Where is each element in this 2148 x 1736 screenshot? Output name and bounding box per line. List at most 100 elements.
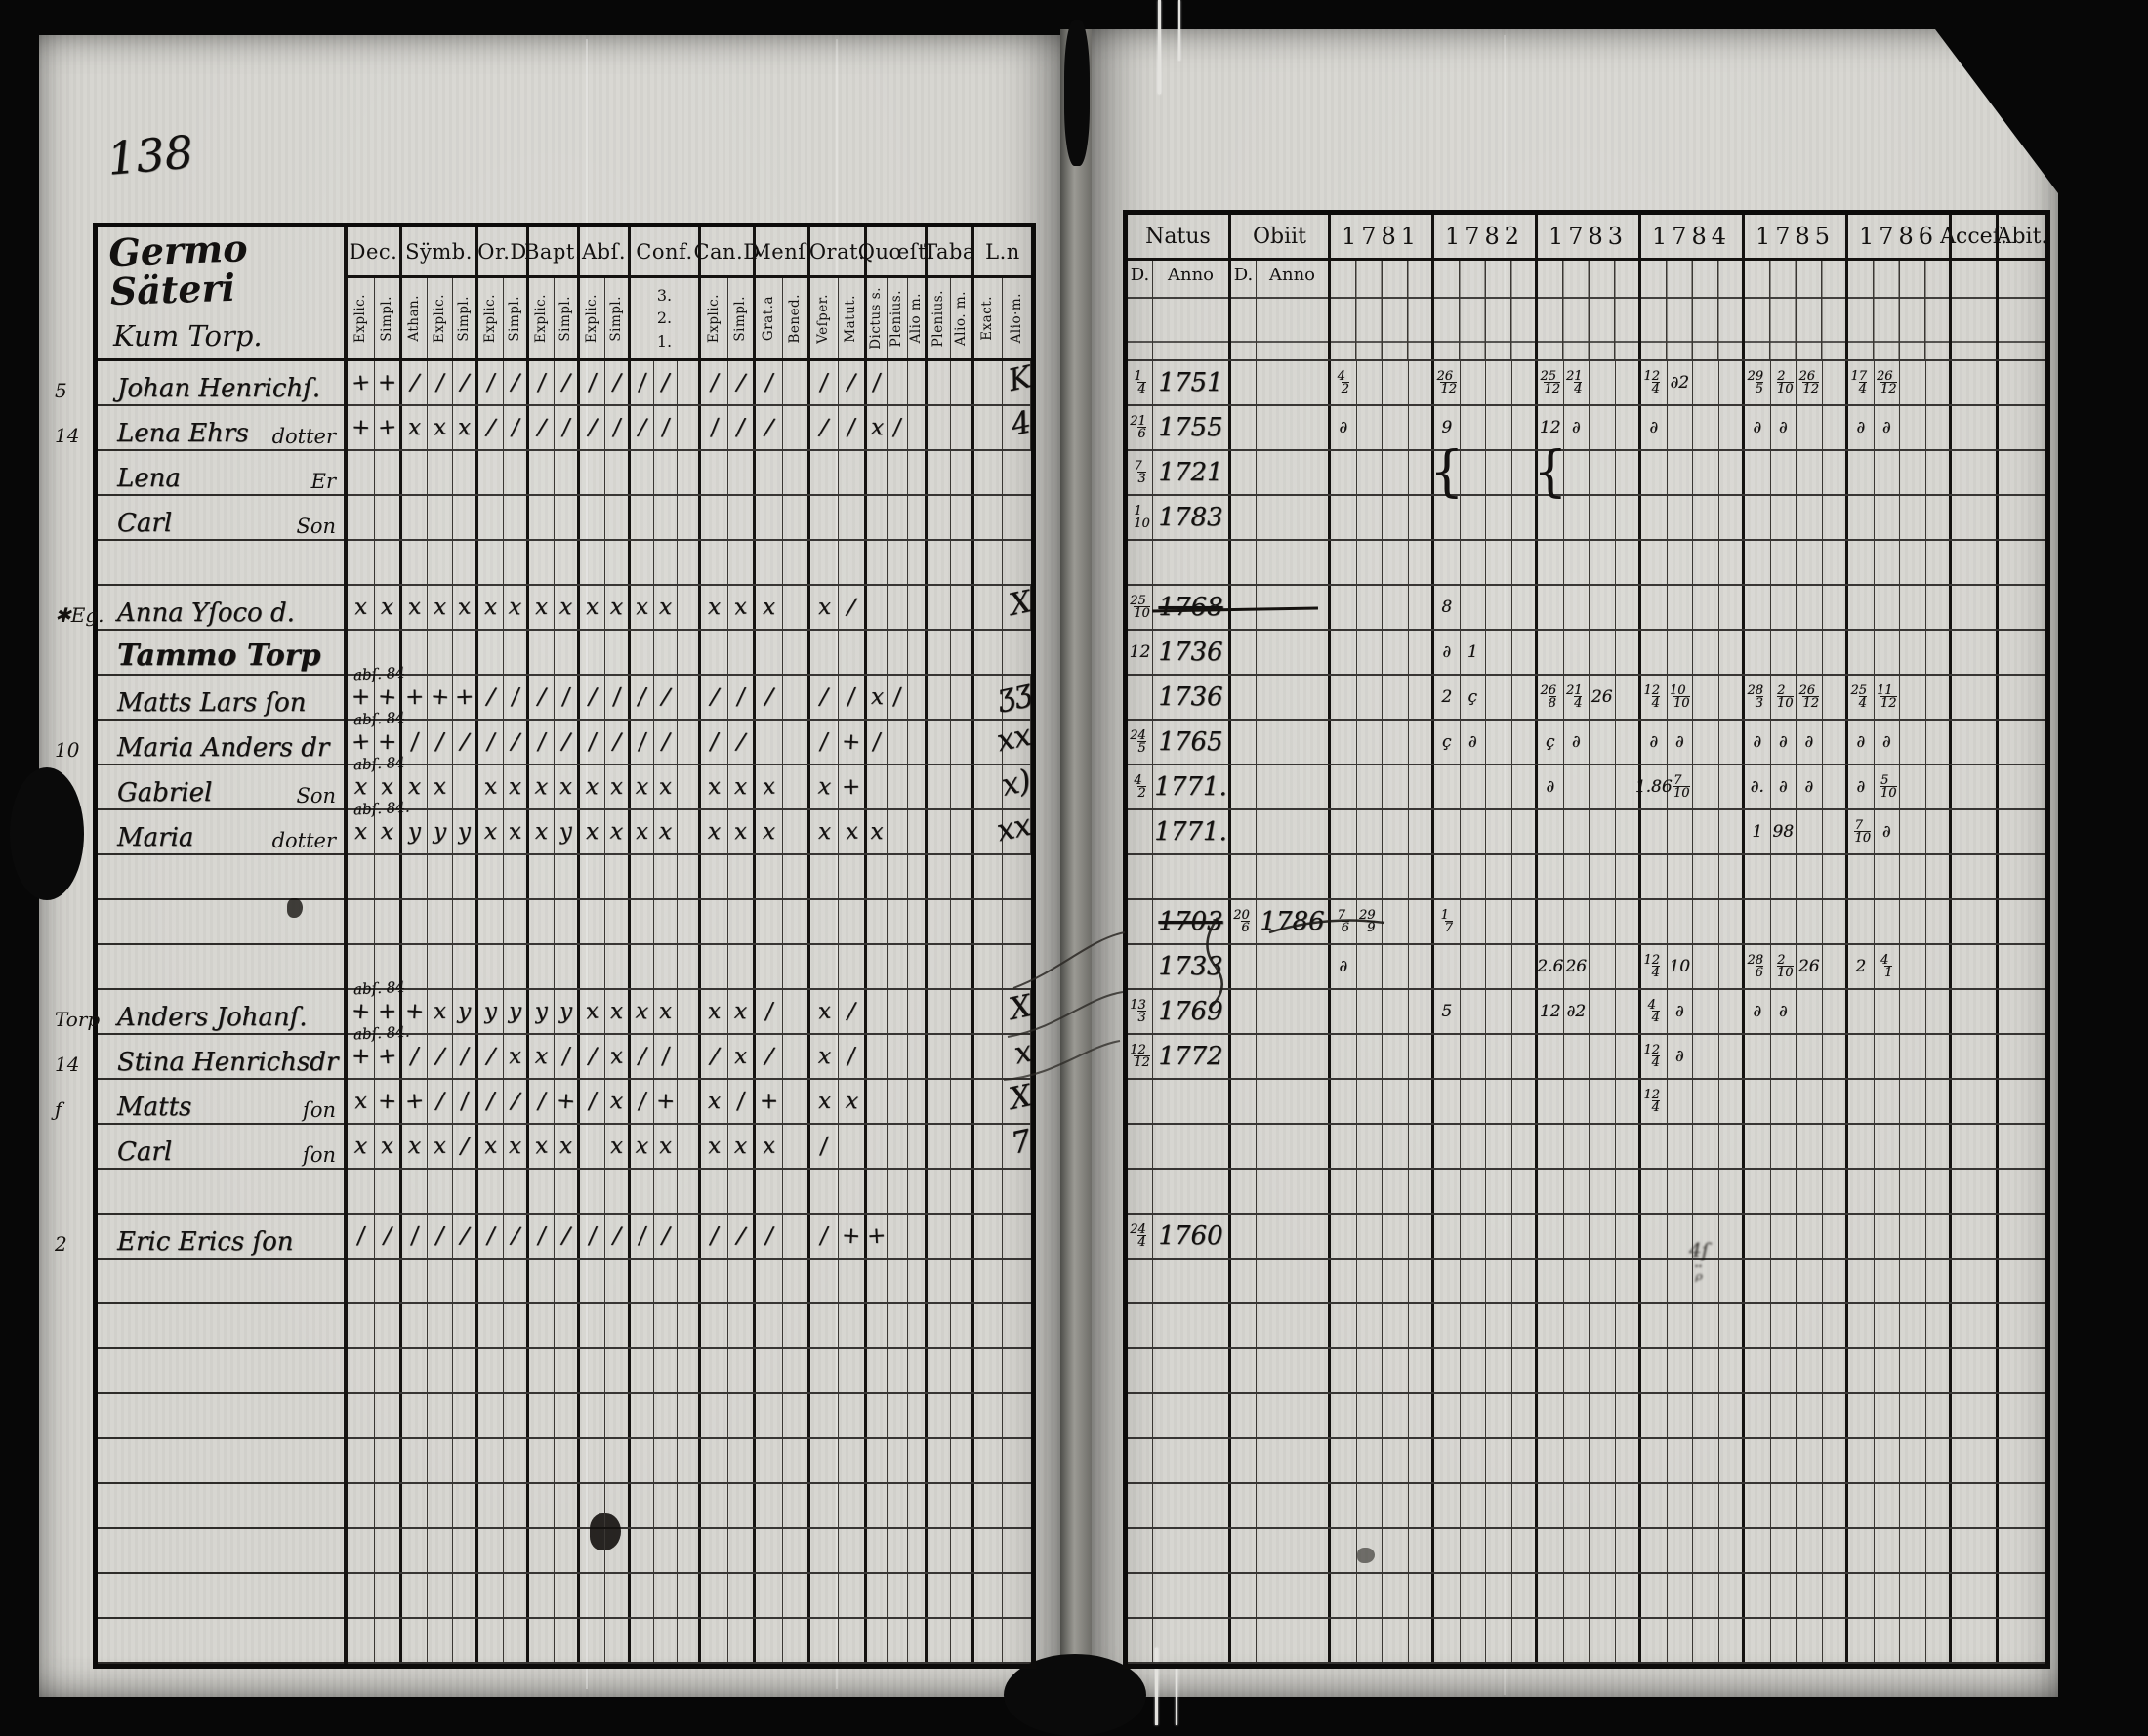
mark-cell [428, 1304, 453, 1347]
person-name-row [98, 1260, 344, 1304]
mark-glyph: / [709, 414, 720, 441]
mark-cell: / [428, 361, 453, 404]
mark-cell [974, 1304, 1003, 1347]
mark-cell [928, 900, 951, 943]
subheader-label: Plenius. [928, 278, 951, 358]
mark-cell [453, 1170, 478, 1213]
communion-cell-1782 [1486, 1574, 1512, 1617]
natus-day-cell [1128, 676, 1153, 719]
communion-cell-1781 [1409, 1574, 1434, 1617]
communion-date-den: 12 [1802, 381, 1820, 396]
natus-anno-cell: 1771. [1153, 810, 1231, 853]
communion-date-num: 4 [1880, 953, 1889, 969]
person-name: Eric Erics ſon [117, 1227, 294, 1257]
communion-cell-1783 [1590, 810, 1616, 853]
communion-cell-1786 [1900, 631, 1926, 674]
communion-cell-1786 [1848, 1304, 1875, 1347]
mark-cell: x [728, 810, 756, 853]
mark-cell [701, 1529, 728, 1572]
mark-glyph: x [407, 773, 422, 801]
dates-row: 12 4 [1128, 1080, 2045, 1125]
mark-cell [348, 541, 375, 584]
obiit-day-cell [1231, 406, 1257, 449]
communion-cell-1781 [1357, 990, 1383, 1033]
communion-date-den: 4 [1651, 965, 1660, 980]
mark-cell [555, 1574, 580, 1617]
communion-cell-1781 [1409, 1529, 1434, 1572]
mark-glyph: / [847, 594, 856, 621]
mark-cell [839, 1260, 867, 1302]
communion-cell-1785 [1797, 1394, 1823, 1437]
mark-cell [555, 496, 580, 539]
communion-cell-1782 [1512, 721, 1538, 764]
mark-glyph: / [537, 1222, 546, 1250]
communion-cell-1781 [1383, 406, 1409, 449]
column-header-row: Dec. Sÿmb. Or.D Bapt. Abſ. Conf. Can.D Menſ. Ora… [348, 227, 1031, 278]
mark-cell [908, 765, 928, 808]
communion-cell-1784 [1719, 631, 1745, 674]
mark-glyph: x [433, 998, 447, 1025]
communion-cell-1782 [1461, 1529, 1486, 1572]
communion-cell-1785 [1823, 361, 1848, 404]
marks-row [348, 945, 1031, 990]
natus-day: 1 10 [1132, 505, 1150, 530]
communion-cell-1782 [1434, 1439, 1461, 1482]
mark-cell: x [701, 990, 728, 1033]
mark-cell [783, 1394, 810, 1437]
mark-glyph: / [892, 414, 902, 441]
communion-cell-1783 [1538, 900, 1564, 943]
communion-cell-1782 [1434, 1394, 1461, 1437]
mark-cell: / [605, 676, 631, 719]
mark-glyph: x [533, 773, 550, 801]
mark-cell: / [756, 406, 783, 449]
communion-cell-1786 [1900, 1080, 1926, 1123]
mark-cell [867, 1439, 888, 1482]
communion-cell-1782 [1486, 541, 1512, 584]
communion-cell-1781 [1357, 721, 1383, 764]
mark-cell [908, 855, 928, 898]
communion-cell-1782 [1486, 990, 1512, 1033]
mark-cell [974, 496, 1003, 539]
communion-cell-1784 [1641, 1349, 1668, 1392]
natus-day: 12 12 [1130, 1044, 1150, 1069]
communion-cell-1782 [1486, 586, 1512, 629]
communion-cell-1786: ∂ [1848, 765, 1875, 808]
abit-cell [1999, 721, 2045, 764]
natus-day-cell: 21 6 [1128, 406, 1153, 449]
communion-date: 12 4 [1643, 1044, 1662, 1068]
communion-cell-1786 [1848, 541, 1875, 584]
absence-annotation: abſ. 84 [352, 708, 406, 729]
communion-date-den: 4 [1651, 1010, 1660, 1025]
mark-glyph: / [460, 1133, 469, 1160]
communion-cell-1782 [1512, 1574, 1538, 1617]
communion-cell-1785 [1771, 1260, 1797, 1302]
mark-cell [810, 1574, 839, 1617]
mark-cell: + [402, 1080, 428, 1123]
mark-cell: y [555, 810, 580, 853]
communion-cell-1786 [1900, 1619, 1926, 1662]
communion-cell-1781 [1383, 1484, 1409, 1527]
communion-cell-1786 [1875, 631, 1900, 674]
header-obiit: Obiit [1231, 215, 1331, 258]
mark-cell: / [654, 406, 678, 449]
mark-cell: x [839, 810, 867, 853]
mark-cell: / [504, 361, 529, 404]
communion-cell-1786 [1875, 1529, 1900, 1572]
communion-cell-1781 [1409, 990, 1434, 1033]
communion-date: 28 3 [1747, 684, 1765, 709]
communion-cell-1786 [1848, 990, 1875, 1033]
person-name: Matts [117, 1093, 192, 1122]
mark-cell: / [728, 676, 756, 719]
mark-glyph: / [661, 1222, 670, 1250]
mark-cell [631, 1304, 654, 1347]
natus-day-cell [1128, 1484, 1153, 1527]
mark-glyph: / [355, 1222, 366, 1250]
mark-glyph: x [407, 1133, 422, 1160]
column-subheader-row: Explic. Simpl. Athan. Explic. Simpl. Explic. S… [348, 278, 1031, 361]
communion-cell-1784 [1719, 945, 1745, 988]
mark-cell [928, 1125, 951, 1168]
communion-cell-1785: 28 6 [1745, 945, 1771, 988]
communion-date-num: 11 [1876, 683, 1893, 699]
